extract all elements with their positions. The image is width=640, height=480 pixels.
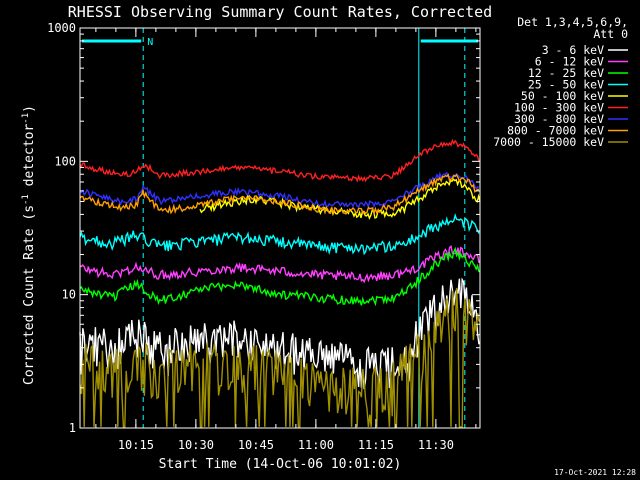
legend-label-6: 300 - 800 keV	[514, 112, 604, 126]
x-tick-label-0: 10:15	[118, 438, 154, 452]
y-axis-label-sup-1: -1	[21, 194, 31, 205]
series-line-1	[79, 245, 480, 284]
y-axis-label-mid: detector	[22, 124, 37, 195]
legend-label-3: 25 - 50 keV	[528, 78, 604, 92]
y-tick-label-3: 1000	[47, 21, 76, 35]
y-axis-label-end: )	[22, 105, 37, 113]
x-tick-label-4: 11:15	[358, 438, 394, 452]
footer-date: 17-Oct-2021 12:28	[554, 468, 636, 477]
y-tick-label-1: 10	[62, 288, 76, 302]
legend-label-2: 12 - 25 keV	[528, 66, 604, 80]
y-axis-label: Corrected Count Rate (s-1 detector-1)	[21, 105, 37, 385]
legend-label-5: 100 - 300 keV	[514, 101, 604, 115]
legend-label-1: 6 - 12 keV	[535, 55, 604, 69]
saa-marker-label: N	[147, 37, 153, 48]
legend-label-8: 7000 - 15000 keV	[493, 135, 604, 149]
series-line-8	[79, 288, 480, 428]
series-line-5	[79, 138, 480, 183]
legend-header-2: Att 0	[593, 27, 628, 41]
x-axis-label: Start Time (14-Oct-06 10:01:02)	[159, 457, 402, 472]
y-tick-label-2: 100	[54, 154, 76, 168]
y-axis-label-sup-2: -1	[21, 113, 31, 124]
legend-label-7: 800 - 7000 keV	[507, 124, 604, 138]
legend-label-0: 3 - 6 keV	[542, 43, 604, 57]
legend-header-1: Det 1,3,4,5,6,9,	[517, 15, 628, 29]
series-line-6	[79, 171, 480, 209]
x-tick-label-3: 11:00	[298, 438, 334, 452]
x-tick-label-1: 10:30	[178, 438, 214, 452]
x-tick-label-5: 11:30	[418, 438, 454, 452]
chart-title: RHESSI Observing Summary Count Rates, Co…	[68, 3, 492, 21]
series-line-0	[79, 277, 480, 390]
series-line-4	[199, 178, 481, 221]
y-tick-label-0: 1	[69, 421, 76, 435]
series-line-7	[79, 173, 480, 216]
series-line-2	[79, 246, 480, 307]
series-line-3	[79, 213, 480, 256]
legend-label-4: 50 - 100 keV	[521, 89, 604, 103]
plot-frame	[79, 27, 481, 429]
y-axis-label-main: Corrected Count Rate (s	[22, 205, 37, 385]
x-tick-label-2: 10:45	[238, 438, 274, 452]
